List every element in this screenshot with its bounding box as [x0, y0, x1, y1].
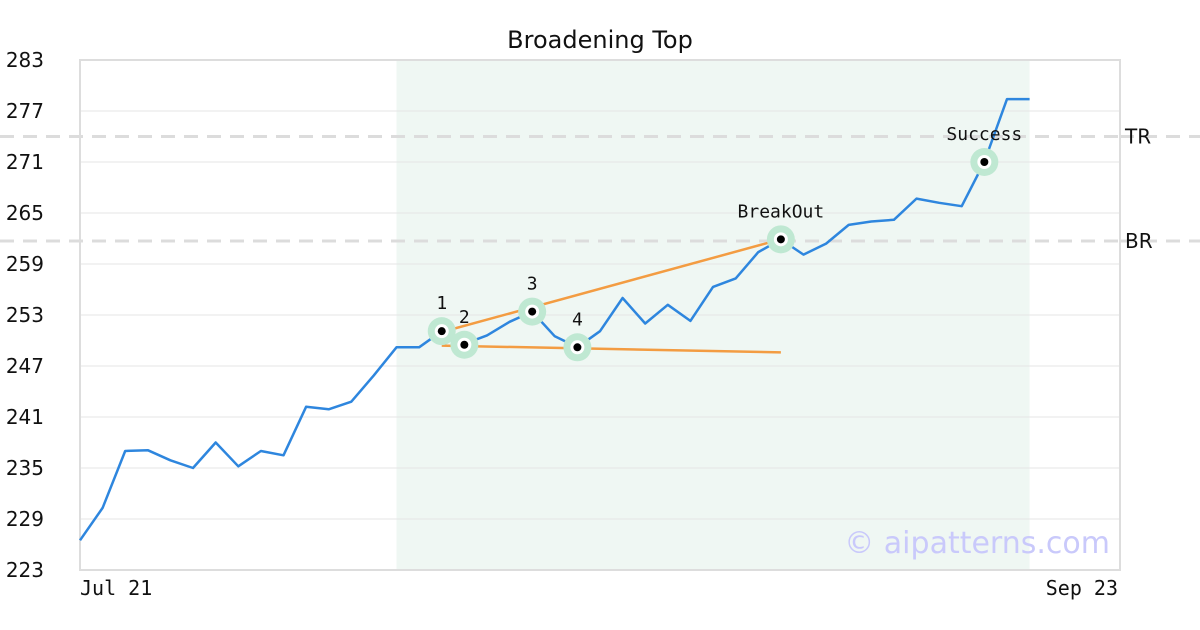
plot-frame — [79, 59, 1121, 571]
x-tick-label: Jul 21 — [80, 576, 152, 600]
y-tick-label: 277 — [6, 99, 44, 123]
price-series-line — [78, 97, 1030, 542]
point-label-1: 1 — [436, 293, 447, 314]
point-dot — [460, 340, 469, 349]
y-tick-label: 259 — [6, 252, 44, 276]
point-label-breakout: BreakOut — [738, 201, 825, 222]
point-dot — [776, 235, 785, 244]
upper-trendline — [441, 238, 782, 334]
pattern-point-3 — [518, 297, 547, 326]
y-tick-label: 271 — [6, 150, 44, 174]
reference-label-br: BR — [1125, 229, 1153, 253]
y-tick-label: 229 — [6, 507, 44, 531]
y-tick-label: 253 — [6, 303, 44, 327]
y-tick-label: 235 — [6, 456, 44, 480]
point-label-2: 2 — [459, 307, 470, 328]
pattern-point-1 — [427, 317, 456, 346]
watermark: © aipatterns.com — [844, 526, 1110, 561]
y-tick-label: 223 — [6, 558, 44, 582]
y-tick-label: 283 — [6, 48, 44, 72]
point-label-success: Success — [946, 124, 1022, 145]
chart-title: Broadening Top — [507, 26, 693, 54]
lower-trendline — [441, 344, 781, 354]
point-label-4: 4 — [572, 309, 583, 330]
point-dot — [573, 343, 582, 352]
point-label-3: 3 — [527, 274, 538, 295]
y-tick-label: 247 — [6, 354, 44, 378]
pattern-point-4 — [563, 333, 592, 362]
point-dot — [437, 327, 446, 336]
y-tick-label: 241 — [6, 405, 44, 429]
pattern-point-2 — [450, 330, 479, 359]
point-dot — [528, 307, 537, 316]
y-tick-label: 265 — [6, 201, 44, 225]
x-tick-label: Sep 23 — [1046, 576, 1118, 600]
pattern-point-breakout — [766, 225, 795, 254]
reference-label-tr: TR — [1124, 125, 1151, 149]
pattern-point-success — [970, 148, 999, 176]
point-dot — [980, 158, 989, 166]
